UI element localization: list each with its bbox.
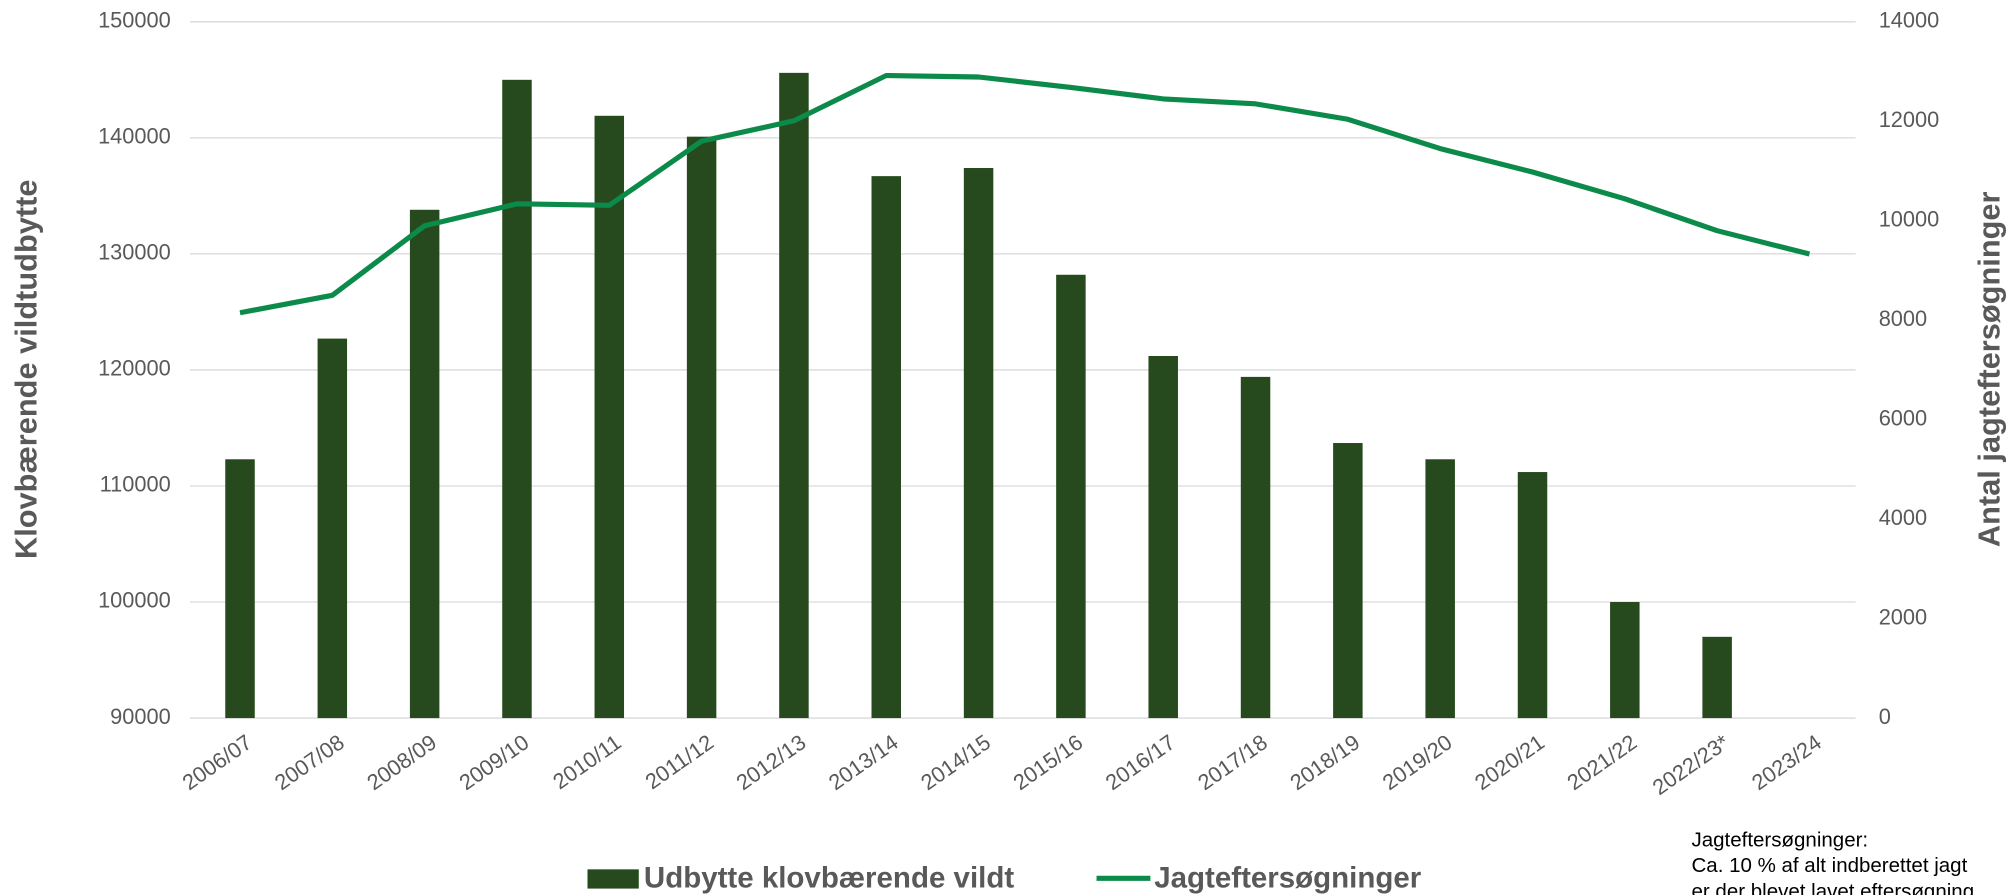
y-tick-label: 130000 <box>98 240 171 265</box>
y2-tick-label: 4000 <box>1879 505 1927 530</box>
x-tick-label: 2008/09 <box>362 729 441 795</box>
y-axis-title: Klovbærende vildtudbytte <box>9 180 44 559</box>
bar <box>1610 602 1640 719</box>
x-tick-label: 2018/19 <box>1285 729 1364 795</box>
x-tick-label: 2011/12 <box>641 729 719 794</box>
annotation: er der blevet lavet eftersøgning <box>1691 880 1974 895</box>
y2-tick-label: 10000 <box>1879 206 1940 231</box>
y2-tick-label: 8000 <box>1879 306 1927 331</box>
bar <box>1056 274 1086 719</box>
line <box>239 72 1811 316</box>
bar <box>1333 443 1363 719</box>
bar <box>1240 376 1271 719</box>
x-tick-label: 2015/16 <box>1008 729 1087 795</box>
y2-tick-label: 12000 <box>1879 107 1940 132</box>
y2-tick-label: 6000 <box>1879 405 1927 430</box>
bar <box>409 209 440 719</box>
x-tick-label: 2016/17 <box>1101 729 1180 795</box>
annotation: Jagteftersøgninger: <box>1691 829 1868 852</box>
bar <box>1517 472 1548 719</box>
bar <box>1425 459 1455 719</box>
bar <box>871 176 901 719</box>
x-tick-label: 2021/22 <box>1562 729 1641 795</box>
bar <box>225 459 255 719</box>
y-tick-label: 90000 <box>110 704 171 729</box>
y-tick-label: 150000 <box>98 8 171 33</box>
legend-swatch <box>587 869 639 889</box>
bar <box>594 115 625 719</box>
y-tick-label: 110000 <box>100 472 171 497</box>
y-tick-label: 100000 <box>98 588 171 613</box>
x-tick-label: 2006/07 <box>178 729 257 795</box>
legend-label: Udbytte klovbærende vildt <box>644 861 1014 894</box>
bar <box>502 79 532 719</box>
legend-label: Jagteftersøgninger <box>1154 861 1422 894</box>
x-tick-label: 2014/15 <box>916 729 995 795</box>
bar <box>317 338 348 719</box>
bar <box>779 72 809 719</box>
x-tick-label: 2022/23* <box>1648 729 1734 800</box>
x-tick-label: 2009/10 <box>455 729 534 795</box>
bar <box>1702 636 1732 719</box>
bar <box>1148 355 1178 719</box>
y2-axis-title: Antal jagteftersøgninger <box>1972 191 2007 547</box>
x-tick-label: 2017/18 <box>1193 729 1272 795</box>
x-tick-label: 2007/08 <box>270 729 349 795</box>
y-tick-label: 120000 <box>98 356 171 381</box>
x-tick-label: 2019/20 <box>1378 729 1457 795</box>
y2-tick-label: 14000 <box>1879 8 1940 33</box>
x-tick-label: 2012/13 <box>732 729 811 795</box>
x-tick-label: 2020/21 <box>1470 729 1549 795</box>
y2-tick-label: 0 <box>1879 704 1891 729</box>
bar <box>686 136 717 719</box>
bar <box>963 168 994 719</box>
y2-tick-label: 2000 <box>1879 604 1927 629</box>
y-tick-label: 140000 <box>98 124 171 149</box>
x-tick-label: 2010/11 <box>548 729 626 794</box>
x-tick-label: 2013/14 <box>824 729 903 795</box>
x-tick-label: 2023/24 <box>1747 729 1826 795</box>
annotation: Ca. 10 % af alt indberettet jagt <box>1691 854 1967 877</box>
